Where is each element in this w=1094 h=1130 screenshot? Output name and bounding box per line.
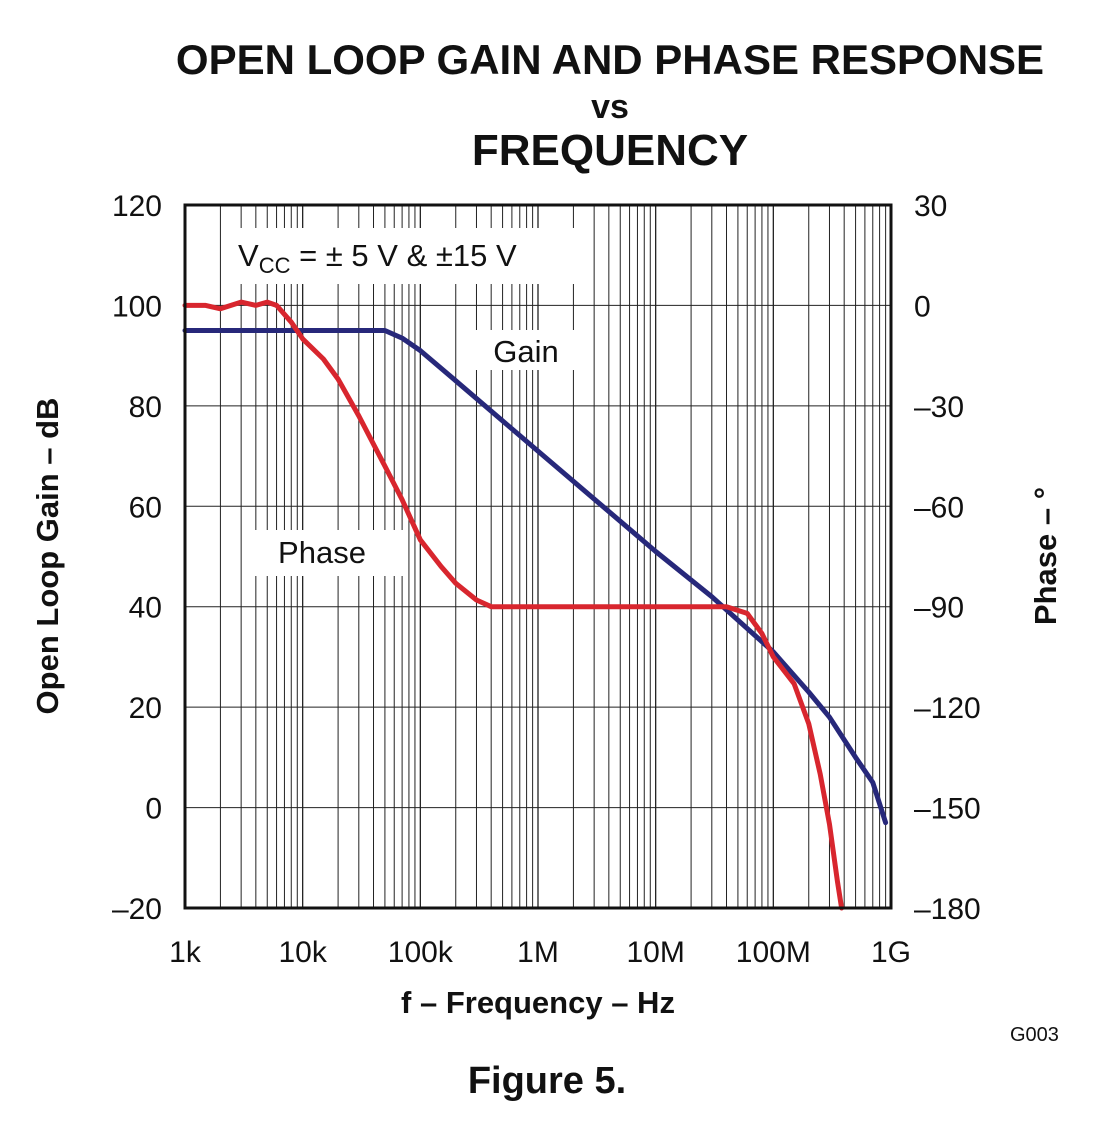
gain-label-background xyxy=(475,330,575,370)
y-tick-label: –20 xyxy=(112,893,162,926)
y-right-tick-label: 0 xyxy=(914,290,931,323)
series-label-gain: Gain xyxy=(493,334,558,369)
chart-title-line-1: OPEN LOOP GAIN AND PHASE RESPONSE xyxy=(175,36,1045,83)
y-tick-label: 60 xyxy=(129,491,162,524)
label-layer: 120 100 80 60 40 20 0 –20 30 0 –30 –60 –90 –120 –150 –1… xyxy=(30,190,1063,1020)
y-right-tick-label: –180 xyxy=(914,893,981,926)
series-layer xyxy=(182,299,889,911)
y-right-tick-label: –120 xyxy=(914,692,981,725)
x-tick-label: 1k xyxy=(169,936,202,969)
y-tick-label: 0 xyxy=(145,793,162,826)
y-tick-label: 100 xyxy=(112,290,162,323)
y-tick-label: 20 xyxy=(129,692,162,725)
x-tick-label: 100M xyxy=(736,936,811,969)
y-tick-label: 120 xyxy=(112,190,162,223)
series-label-phase: Phase xyxy=(278,535,366,570)
y-right-tick-label: –30 xyxy=(914,391,964,424)
grid-layer xyxy=(184,204,891,909)
x-tick-label: 1G xyxy=(871,936,911,969)
vcc-label-background xyxy=(225,228,585,284)
y-tick-label: 40 xyxy=(129,592,162,625)
series-line-phase xyxy=(182,299,845,911)
plot-frame xyxy=(183,203,893,910)
frame-layer xyxy=(183,203,893,910)
x-axis-title: f – Frequency – Hz xyxy=(401,985,675,1020)
y-right-tick-label: –90 xyxy=(914,592,964,625)
y-right-axis-title: Phase – ° xyxy=(1028,487,1063,625)
y-right-tick-label: –60 xyxy=(914,491,964,524)
vcc-annotation: VCC = ± 5 V & ±15 V xyxy=(238,238,517,278)
figure-caption: Figure 5. xyxy=(467,1060,627,1102)
chart-title-line-2: vs xyxy=(591,88,629,126)
x-tick-label: 10k xyxy=(278,936,327,969)
series-line-gain xyxy=(182,328,889,826)
y-right-tick-label: –150 xyxy=(914,793,981,826)
phase-label-background xyxy=(250,530,405,576)
figure-code: G003 xyxy=(1010,1024,1059,1046)
y-axis-title: Open Loop Gain – dB xyxy=(30,398,65,715)
y-tick-label: 80 xyxy=(129,391,162,424)
x-tick-label: 10M xyxy=(626,936,684,969)
x-tick-label: 100k xyxy=(388,936,454,969)
y-right-tick-label: 30 xyxy=(914,190,947,223)
chart-title-line-3: FREQUENCY xyxy=(471,126,749,175)
x-tick-label: 1M xyxy=(517,936,559,969)
